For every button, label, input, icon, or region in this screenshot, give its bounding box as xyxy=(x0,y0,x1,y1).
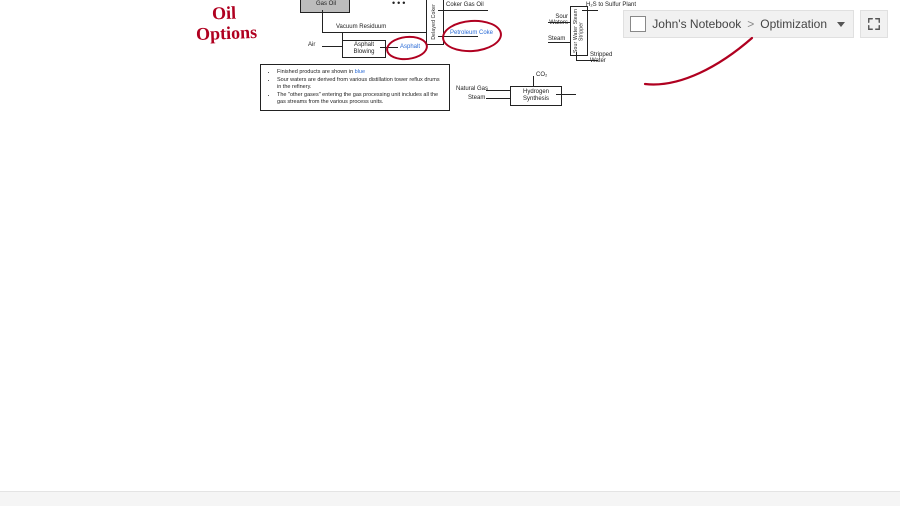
steam-label: Steam xyxy=(548,36,565,42)
ellipsis: ••• xyxy=(392,0,407,8)
line xyxy=(582,10,598,11)
notes-box: Finished products are shown in blue Sour… xyxy=(260,64,450,111)
sour-waters-label: Sour Waters xyxy=(544,14,568,26)
notebook-icon xyxy=(630,16,646,32)
air-label: Air xyxy=(308,42,315,48)
handwriting-options: Options xyxy=(196,23,258,43)
line xyxy=(322,46,342,47)
line xyxy=(438,36,478,37)
asphalt-label: Asphalt xyxy=(400,44,420,50)
vacuum-residuum-label: Vacuum Residuum xyxy=(336,24,386,30)
note-2: Sour waters are derived from various dis… xyxy=(277,77,443,91)
petroleum-coke-label: Petroleum Coke xyxy=(450,30,493,36)
breadcrumb[interactable]: John's Notebook > Optimization xyxy=(623,10,854,38)
handwriting-oil: Oil xyxy=(212,4,237,23)
line xyxy=(322,32,426,33)
line xyxy=(576,52,577,60)
breadcrumb-bar: John's Notebook > Optimization xyxy=(623,10,888,38)
breadcrumb-notebook: John's Notebook xyxy=(652,17,741,31)
line xyxy=(556,94,576,95)
hand-stroke xyxy=(640,36,760,96)
delayed-coker-label: Delayed Coker xyxy=(432,4,438,40)
fullscreen-button[interactable] xyxy=(860,10,888,38)
h2s-label: H₂S to Sulfur Plant xyxy=(586,2,636,8)
coker-gas-oil-label: Coker Gas Oil xyxy=(446,2,484,8)
hydrogen-synthesis-box: Hydrogen Synthesis xyxy=(510,86,562,106)
co2-label: CO₂ xyxy=(536,72,547,78)
stripped-water-label: Stripped Water xyxy=(590,52,620,64)
line xyxy=(486,90,510,91)
process-diagram: Gas Oil ••• Delayed Coker Vacuum Residuu… xyxy=(260,0,630,132)
note-3: The "other gases" entering the gas proce… xyxy=(277,92,443,106)
natural-gas-label: Natural Gas xyxy=(456,86,488,92)
breadcrumb-page: Optimization xyxy=(760,17,827,31)
steam2-label: Steam xyxy=(468,95,485,101)
status-bar xyxy=(0,491,900,506)
line xyxy=(322,10,323,32)
note-1: Finished products are shown in blue xyxy=(277,69,443,76)
line xyxy=(548,42,570,43)
note-1b: blue xyxy=(355,69,365,75)
chevron-down-icon xyxy=(837,22,845,27)
line xyxy=(486,98,510,99)
note-1a: Finished products are shown in xyxy=(277,69,355,75)
asphalt-blowing-label: Asphalt Blowing xyxy=(345,42,383,55)
delayed-coker-box: Delayed Coker xyxy=(426,0,444,45)
line xyxy=(380,47,398,48)
breadcrumb-sep: > xyxy=(747,17,754,31)
hydrogen-synthesis-label: Hydrogen Synthesis xyxy=(513,89,559,102)
sour-stripper-label: Sour Water Steam Stripper xyxy=(574,8,585,54)
sour-stripper-box: Sour Water Steam Stripper xyxy=(570,6,588,56)
line xyxy=(438,10,488,11)
line xyxy=(533,76,534,86)
asphalt-blowing-box: Asphalt Blowing xyxy=(342,40,386,58)
expand-icon xyxy=(867,17,881,31)
gas-oil-label: Gas Oil xyxy=(316,1,336,7)
